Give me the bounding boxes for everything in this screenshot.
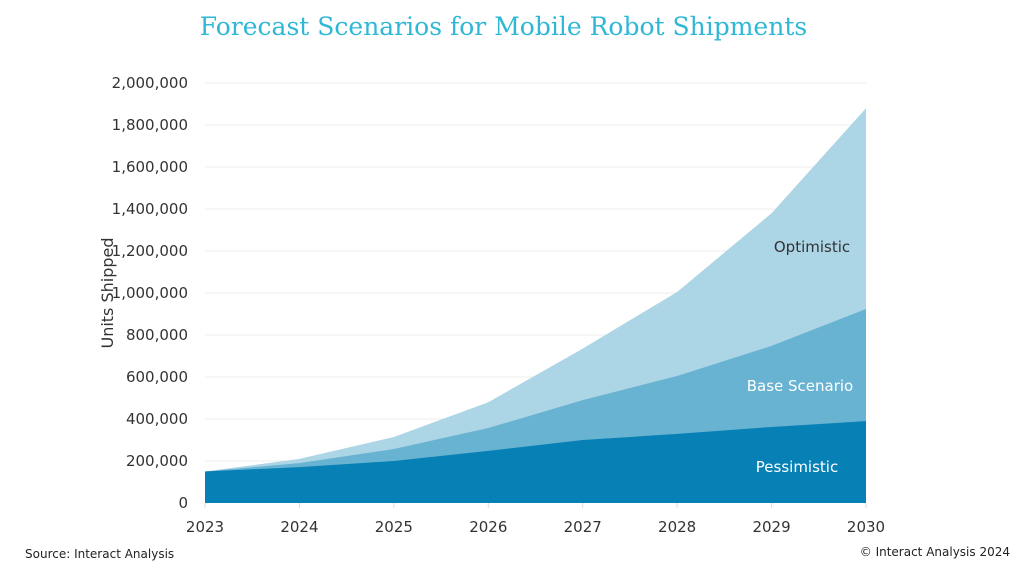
series-label: Pessimistic <box>756 458 838 476</box>
y-tick-label: 1,200,000 <box>112 242 188 260</box>
y-tick-label: 800,000 <box>126 326 188 344</box>
area-pessimistic <box>205 421 866 503</box>
x-tick-label: 2028 <box>658 518 696 536</box>
x-tick-label: 2024 <box>280 518 318 536</box>
x-tick-label: 2027 <box>564 518 602 536</box>
x-tick-label: 2026 <box>469 518 507 536</box>
series-label: Optimistic <box>774 238 850 256</box>
chart-title: Forecast Scenarios for Mobile Robot Ship… <box>199 12 808 41</box>
x-tick-label: 2025 <box>375 518 413 536</box>
y-tick-label: 1,000,000 <box>112 284 188 302</box>
y-tick-label: 200,000 <box>126 452 188 470</box>
x-tick-label: 2023 <box>186 518 224 536</box>
y-tick-label: 600,000 <box>126 368 188 386</box>
copyright-note: © Interact Analysis 2024 <box>859 545 1010 559</box>
x-tick-label: 2030 <box>847 518 885 536</box>
y-tick-label: 0 <box>178 494 188 512</box>
y-tick-label: 1,800,000 <box>112 116 188 134</box>
y-tick-label: 2,000,000 <box>112 74 188 92</box>
series-label: Base Scenario <box>747 377 854 395</box>
y-tick-label: 400,000 <box>126 410 188 428</box>
source-note: Source: Interact Analysis <box>25 547 175 561</box>
y-axis-label: Units Shipped <box>98 237 117 348</box>
x-tick-label: 2029 <box>752 518 790 536</box>
y-tick-label: 1,600,000 <box>112 158 188 176</box>
y-tick-label: 1,400,000 <box>112 200 188 218</box>
